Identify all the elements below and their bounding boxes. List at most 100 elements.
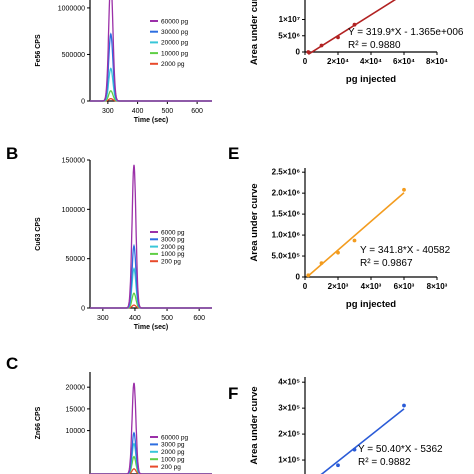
data-point (336, 463, 340, 468)
y-tick-label: 100000 (62, 207, 85, 214)
y-tick-label: 1000000 (58, 5, 85, 12)
y-tick-label: 5.0×10⁵ (272, 252, 301, 261)
fit-line (307, 192, 405, 277)
x-axis-title: Time (sec) (134, 324, 169, 331)
y-tick-label: 0 (81, 99, 85, 106)
y-tick-label: 2.5×10⁶ (272, 168, 301, 177)
y-tick-label: 3×10⁵ (278, 404, 300, 413)
x-tick-label: 8×10³ (427, 282, 448, 291)
fit-line (320, 408, 405, 474)
x-tick-label: 2×10⁴ (327, 57, 349, 66)
y-axis-title: Fe56 CPS (35, 34, 42, 67)
legend-label: 2000 pg (161, 244, 185, 251)
x-axis-title: pg injected (346, 299, 396, 310)
fit-equation: Y = 341.8*X - 40582 (360, 245, 451, 256)
legend-label: 200 pg (161, 259, 181, 266)
data-point (319, 261, 324, 266)
y-axis-title: Area under curve (249, 183, 260, 261)
y-tick-label: 1.0×10⁶ (272, 231, 301, 240)
y-tick-label: 2×10⁵ (278, 430, 300, 439)
y-axis-title: Zn66 CPS (35, 406, 42, 439)
data-point (336, 250, 340, 255)
x-tick-label: 600 (193, 315, 205, 322)
data-point (306, 273, 311, 278)
y-tick-label: 0 (296, 48, 301, 57)
series-line (90, 243, 212, 309)
x-tick-label: 400 (132, 108, 144, 115)
y-tick-label: 0 (296, 273, 301, 282)
legend-label: 30000 pg (161, 29, 188, 36)
panel-label: B (6, 144, 18, 163)
x-tick-label: 400 (129, 315, 141, 322)
y-tick-label: 1×10⁵ (278, 456, 300, 465)
fit-line (307, 0, 397, 56)
x-tick-label: 0 (303, 57, 308, 66)
legend-label: 2000 pg (161, 449, 185, 456)
data-point (352, 447, 357, 452)
y-tick-label: 1.5×10⁶ (272, 210, 301, 219)
x-tick-label: 4×10³ (361, 282, 382, 291)
legend-label: 60000 pg (161, 18, 188, 25)
y-tick-label: 50000 (66, 256, 86, 263)
x-tick-label: 2×10³ (328, 282, 349, 291)
data-point (402, 403, 406, 408)
series-line (90, 431, 212, 474)
fit-equation: Y = 50.40*X - 5362 (358, 444, 443, 455)
r-squared-label: R² = 0.9882 (358, 457, 411, 468)
legend-label: 1000 pg (161, 251, 185, 258)
y-tick-label: 1×10⁷ (279, 15, 300, 24)
panel-label: F (228, 384, 238, 403)
panel-label: E (228, 144, 239, 163)
series-line (90, 292, 212, 309)
data-point (306, 50, 311, 54)
legend-label: 2000 pg (161, 61, 185, 68)
y-tick-label: 15000 (66, 406, 86, 413)
series-line (90, 0, 212, 102)
x-axis-title: pg injected (346, 74, 396, 85)
x-tick-label: 4×10⁴ (360, 57, 382, 66)
x-tick-label: 300 (97, 315, 109, 322)
y-tick-label: 500000 (62, 52, 85, 59)
fit-equation: Y = 319.9*X - 1.365e+006 (348, 27, 464, 38)
y-tick-label: 4×10⁵ (278, 378, 300, 387)
r-squared-label: R² = 0.9867 (360, 258, 413, 269)
series-line (90, 164, 212, 309)
data-point (352, 238, 357, 243)
y-tick-label: 20000 (66, 385, 86, 392)
r-squared-label: R² = 0.9880 (348, 40, 401, 51)
series-line (90, 267, 212, 309)
x-tick-label: 6×10³ (394, 282, 415, 291)
series-line (90, 468, 212, 474)
x-tick-label: 500 (161, 315, 173, 322)
y-tick-label: 150000 (62, 158, 85, 165)
x-axis-title: Time (sec) (134, 117, 169, 124)
data-point (319, 43, 324, 48)
legend-label: 200 pg (161, 464, 181, 471)
y-tick-label: 0 (81, 306, 85, 313)
y-tick-label: 2.0×10⁶ (272, 189, 301, 198)
x-tick-label: 500 (162, 108, 174, 115)
y-axis-title: Cu63 CPS (35, 217, 42, 251)
legend-label: 20000 pg (161, 40, 188, 47)
legend-label: 1000 pg (161, 457, 185, 464)
x-tick-label: 600 (191, 108, 203, 115)
legend-label: 60000 pg (161, 434, 188, 441)
y-tick-label: 5×10⁶ (278, 31, 300, 40)
series-line (90, 382, 212, 474)
x-tick-label: 8×10⁴ (426, 57, 448, 66)
y-axis-title: Area under curve (249, 0, 260, 65)
legend-label: 3000 pg (161, 237, 185, 244)
data-point (402, 187, 406, 192)
x-tick-label: 6×10⁴ (393, 57, 415, 66)
x-tick-label: 0 (303, 282, 308, 291)
y-tick-label: 10000 (66, 428, 86, 435)
data-point (336, 35, 340, 40)
data-point (352, 22, 357, 27)
legend-label: 6000 pg (161, 229, 185, 236)
legend-label: 3000 pg (161, 442, 185, 449)
panel-label: C (6, 354, 18, 373)
legend-label: 10000 pg (161, 50, 188, 57)
x-tick-label: 300 (102, 108, 114, 115)
y-axis-title: Area under curve (249, 386, 260, 464)
